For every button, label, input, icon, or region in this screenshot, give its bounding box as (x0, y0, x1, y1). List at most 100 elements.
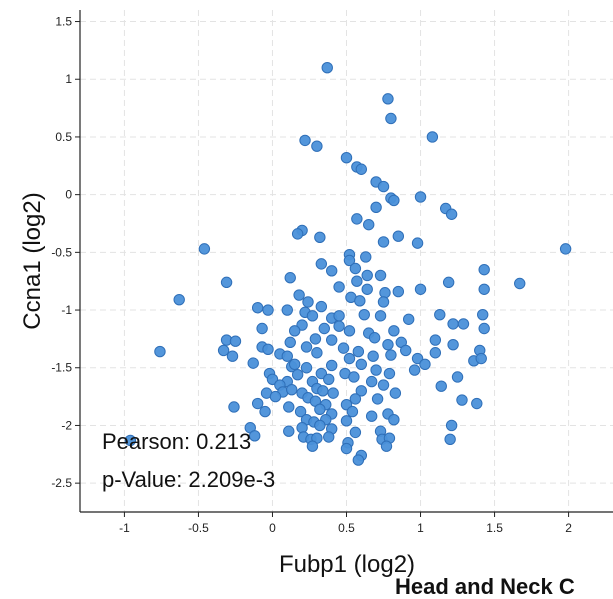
data-point (377, 236, 390, 248)
data-point (124, 434, 137, 447)
x-tick-label: 1 (417, 521, 424, 535)
data-point (346, 405, 359, 418)
y-axis-title: Ccna1 (log2) (19, 192, 46, 329)
data-point (385, 349, 397, 361)
data-point (351, 213, 363, 225)
data-point (259, 405, 271, 418)
data-point (355, 385, 368, 397)
data-point (315, 300, 328, 313)
data-point (352, 345, 365, 358)
data-point (314, 419, 326, 432)
data-point (377, 296, 390, 308)
data-point (314, 403, 326, 415)
data-point (283, 425, 295, 437)
y-tick-label: -0.5 (51, 245, 72, 259)
data-point (281, 304, 293, 316)
data-point (365, 375, 378, 388)
data-point (256, 322, 268, 335)
data-point (429, 347, 442, 359)
y-tick-label: -2 (61, 418, 72, 432)
data-point (337, 342, 350, 354)
data-point (419, 358, 431, 370)
y-tick-label: -2.5 (51, 476, 72, 490)
data-point (400, 344, 412, 357)
data-point (388, 194, 400, 207)
data-point (220, 276, 233, 289)
data-point (306, 440, 319, 452)
data-point (323, 373, 335, 385)
data-point (269, 390, 282, 403)
y-tick-label: 0 (65, 188, 72, 202)
y-tick-label: -1.5 (51, 361, 72, 375)
data-point (284, 272, 296, 284)
data-point (323, 431, 335, 443)
data-point (429, 334, 442, 346)
data-point (389, 387, 402, 399)
data-point (309, 333, 322, 345)
data-point (355, 163, 368, 175)
data-point (352, 454, 365, 466)
data-point (283, 401, 295, 413)
data-point (340, 442, 353, 455)
y-tick-label: 0.5 (55, 130, 72, 144)
data-point (414, 283, 427, 295)
data-point (288, 358, 301, 370)
data-point (306, 310, 319, 322)
data-point (349, 262, 362, 275)
data-point (377, 379, 390, 391)
x-tick-label: 2 (565, 521, 572, 535)
data-point (321, 62, 333, 74)
data-point (388, 413, 400, 426)
data-point (445, 208, 458, 220)
data-point (385, 112, 397, 125)
x-tick-label: -0.5 (188, 521, 209, 535)
data-point (379, 287, 391, 299)
data-point (383, 367, 396, 380)
data-point (299, 134, 311, 147)
data-point (477, 308, 489, 321)
data-point (382, 338, 394, 351)
data-point (325, 265, 338, 277)
data-point (434, 308, 446, 321)
data-point (444, 433, 456, 445)
data-point (414, 191, 427, 203)
data-point (281, 350, 293, 362)
data-point (360, 251, 372, 263)
data-point (374, 310, 387, 322)
data-point (355, 358, 368, 370)
data-point (217, 344, 230, 357)
data-point (247, 357, 259, 369)
data-point (388, 325, 400, 337)
data-point (296, 319, 308, 331)
data-point (251, 397, 264, 410)
data-point (314, 231, 326, 244)
data-point (411, 352, 424, 365)
data-point (302, 296, 314, 308)
data-point (380, 440, 393, 452)
data-point (343, 325, 356, 337)
data-point (291, 228, 304, 240)
y-tick-label: 1.5 (55, 15, 72, 29)
data-point (358, 308, 370, 321)
data-point (451, 371, 464, 383)
x-tick-label: 0.5 (338, 521, 355, 535)
data-point (514, 277, 526, 290)
data-point (445, 419, 458, 432)
data-point (349, 426, 362, 439)
data-point (286, 383, 298, 396)
data-point (294, 405, 307, 418)
pvalue-annotation: p-Value: 2.209e-3 (102, 467, 275, 492)
data-point (447, 338, 459, 351)
data-point (251, 302, 264, 314)
data-point (340, 415, 353, 427)
data-point (478, 322, 490, 335)
data-point (371, 393, 384, 405)
data-point (293, 289, 305, 301)
data-point (361, 269, 373, 282)
data-point (228, 401, 240, 413)
data-point (333, 320, 345, 332)
data-point (327, 387, 339, 399)
data-point (408, 364, 421, 376)
data-point (333, 310, 345, 322)
